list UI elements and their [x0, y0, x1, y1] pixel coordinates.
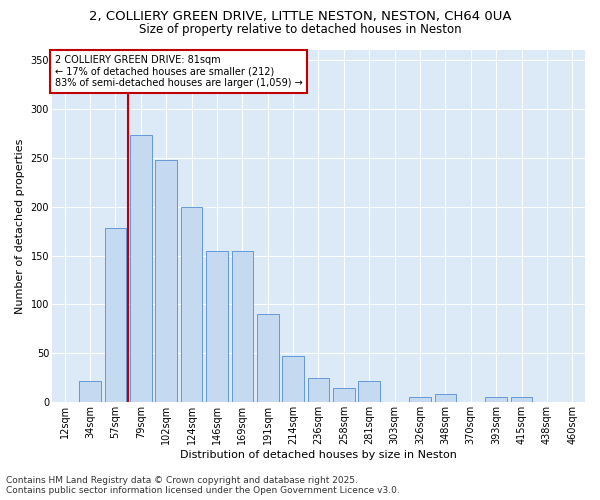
Bar — [358, 381, 380, 402]
Bar — [283, 356, 304, 403]
Bar — [409, 398, 431, 402]
Bar — [104, 228, 126, 402]
Bar — [434, 394, 456, 402]
Y-axis label: Number of detached properties: Number of detached properties — [15, 138, 25, 314]
Bar — [333, 388, 355, 402]
Bar — [511, 398, 532, 402]
Bar — [308, 378, 329, 402]
Text: Contains HM Land Registry data © Crown copyright and database right 2025.
Contai: Contains HM Land Registry data © Crown c… — [6, 476, 400, 495]
Bar — [130, 135, 152, 402]
Bar — [79, 381, 101, 402]
Text: Size of property relative to detached houses in Neston: Size of property relative to detached ho… — [139, 22, 461, 36]
Text: 2, COLLIERY GREEN DRIVE, LITTLE NESTON, NESTON, CH64 0UA: 2, COLLIERY GREEN DRIVE, LITTLE NESTON, … — [89, 10, 511, 23]
Bar — [206, 250, 228, 402]
Bar — [257, 314, 278, 402]
Bar — [232, 250, 253, 402]
Bar — [485, 398, 507, 402]
Bar — [181, 206, 202, 402]
Bar — [155, 160, 177, 402]
Text: 2 COLLIERY GREEN DRIVE: 81sqm
← 17% of detached houses are smaller (212)
83% of : 2 COLLIERY GREEN DRIVE: 81sqm ← 17% of d… — [55, 56, 302, 88]
X-axis label: Distribution of detached houses by size in Neston: Distribution of detached houses by size … — [180, 450, 457, 460]
